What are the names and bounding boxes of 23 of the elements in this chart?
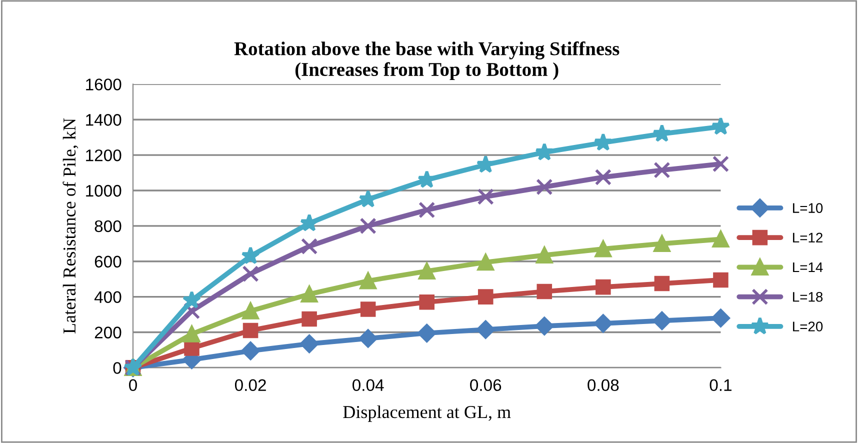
x-tick-label: 0.08 (588, 379, 619, 392)
y-tick-label: 1200 (86, 149, 122, 162)
y-tick-label: 1000 (86, 184, 122, 197)
y-tick-label: 0 (113, 362, 122, 374)
y-tick-label: 200 (94, 326, 122, 338)
legend-label: L=12 (793, 232, 822, 242)
legend-label: L=10 (793, 203, 823, 213)
y-axis-title: Lateral Resistance of Pile, kN (62, 118, 78, 334)
y-tick-label: 1600 (86, 78, 122, 90)
legend-label: L=20 (793, 322, 823, 332)
x-tick-label: 0.04 (352, 379, 384, 392)
y-tick-label: 1400 (86, 114, 122, 126)
x-tick-label: 0.02 (234, 379, 266, 392)
y-tick-label: 600 (94, 256, 122, 268)
legend-label: L=18 (793, 292, 823, 302)
y-tick-label: 400 (94, 291, 122, 304)
chart-title: Rotation above the base with Varying Stiffness (Increases from Top to Bottom ) (234, 41, 620, 80)
y-tick-label: 800 (94, 220, 122, 232)
legend-label: L=14 (793, 262, 823, 272)
x-tick-label: 0.1 (710, 379, 732, 392)
x-tick-label: 0 (129, 379, 137, 392)
x-axis-title: Displacement at GL, m (343, 405, 511, 422)
x-tick-label: 0.06 (470, 379, 502, 392)
